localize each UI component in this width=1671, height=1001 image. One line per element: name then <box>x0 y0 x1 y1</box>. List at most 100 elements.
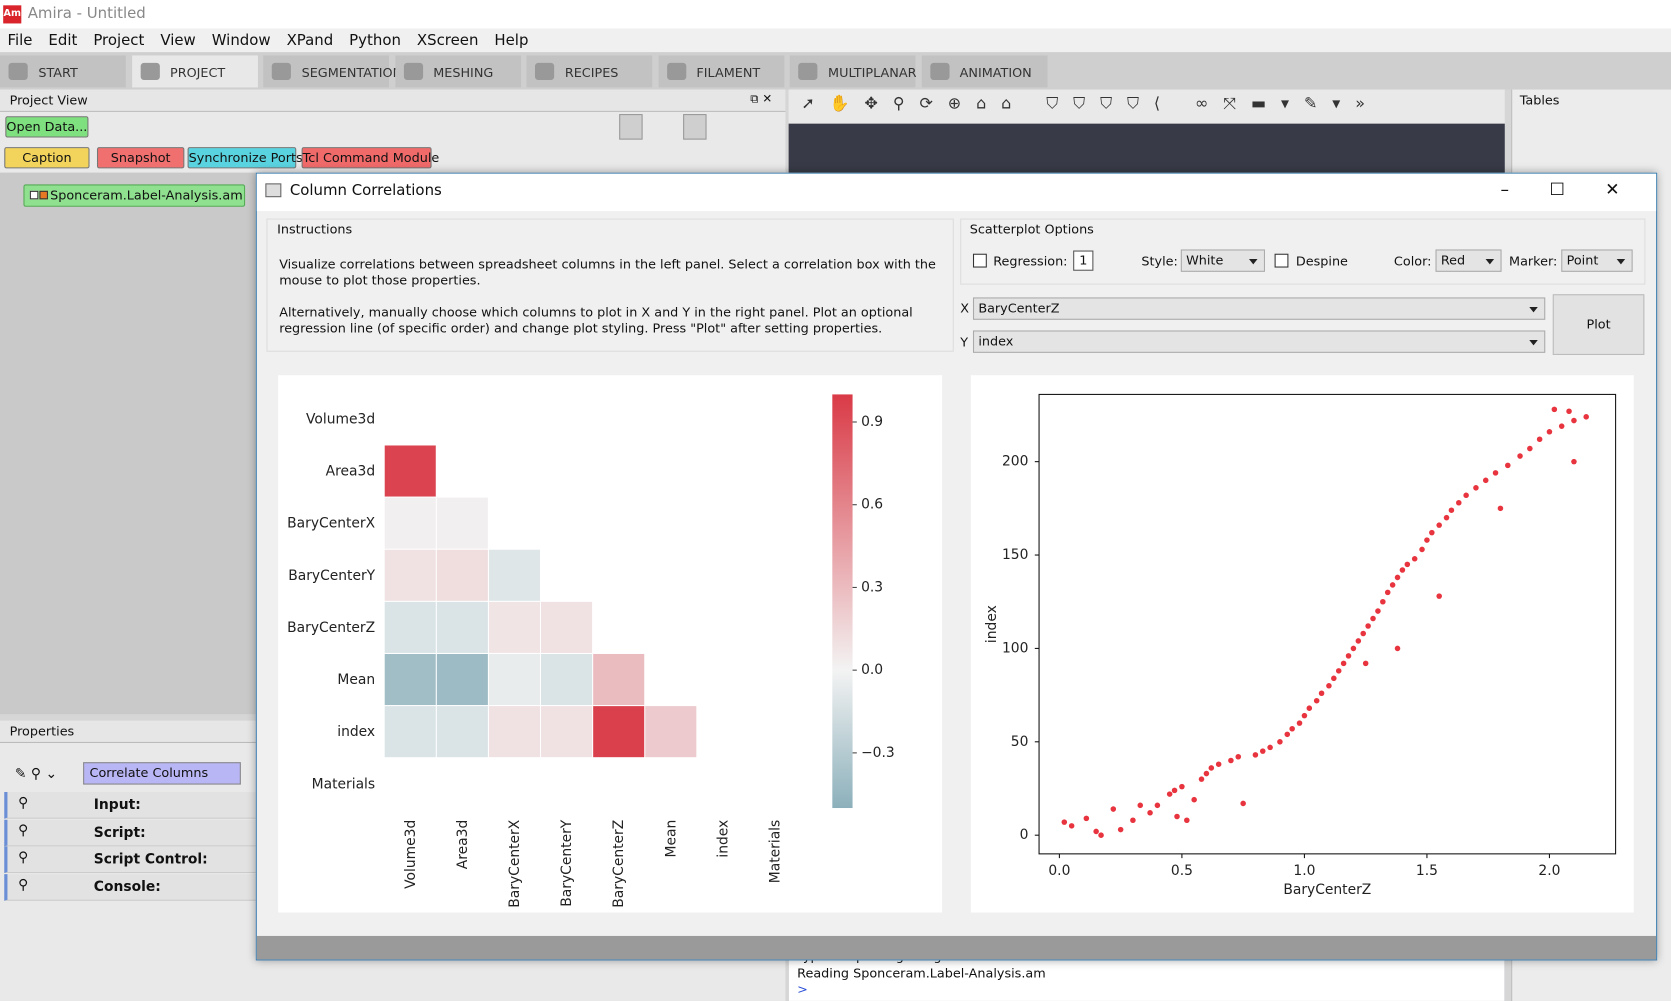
menu-item[interactable]: Help <box>494 31 529 50</box>
scatter-point <box>1137 802 1144 809</box>
tab[interactable]: ANIMATION <box>921 55 1048 88</box>
scatter-point <box>1154 802 1161 809</box>
menu-item[interactable]: File <box>7 31 33 50</box>
label: Style: <box>1141 253 1178 269</box>
tab[interactable]: MESHING <box>394 55 521 88</box>
scatter-point <box>1365 623 1371 629</box>
panel-controls[interactable]: ⧉ ✕ <box>750 91 773 106</box>
module-icons[interactable]: ✎ ⚲ ⌄ <box>14 766 58 783</box>
scatter-point <box>1331 675 1337 682</box>
scatter-point <box>1375 608 1381 614</box>
quick-button[interactable]: Tcl Command Module <box>301 147 439 169</box>
quick-button[interactable]: Synchronize Ports <box>187 147 303 169</box>
y-tick-label: Area3d <box>326 464 375 480</box>
heatmap-cell <box>488 653 540 706</box>
node-port <box>29 190 39 200</box>
colorbar-tick-label: 0.3 <box>861 579 883 595</box>
quick-buttons: Caption Snapshot Synchronize Ports Tcl Comm… <box>4 147 537 169</box>
heatmap-cell <box>436 497 488 549</box>
heatmap-cell <box>384 445 436 497</box>
colorbar-tick-label: −0.3 <box>861 745 895 761</box>
scatter-point <box>1473 485 1479 491</box>
order-input[interactable]: 1 <box>1073 250 1094 271</box>
scatter-point <box>1345 653 1352 659</box>
heatmap-cell <box>384 601 436 653</box>
menu-bar: File Edit Project View Window XPand Python XScr… <box>0 28 1671 53</box>
scatter-point <box>1360 630 1366 637</box>
tab[interactable]: FILAMENT <box>658 55 784 88</box>
scatter-point <box>1259 748 1266 754</box>
menu-item[interactable]: XPand <box>286 31 334 50</box>
menu-item[interactable]: XScreen <box>416 31 479 50</box>
scatter-point <box>1424 537 1430 543</box>
tab-label: MULTIPLANAR <box>828 65 917 80</box>
tab[interactable]: RECIPES <box>526 55 653 88</box>
y-tick-label: 150 <box>1002 547 1028 563</box>
open-data-button[interactable]: Open Data... <box>5 116 89 138</box>
y-combo[interactable]: index <box>972 330 1546 353</box>
heatmap-cell <box>488 706 540 758</box>
marker-combo[interactable]: Point <box>1561 249 1633 272</box>
scatter-point <box>1240 800 1246 807</box>
tab-icon <box>666 62 686 80</box>
console-line: Reading Sponceram.Label-Analysis.am <box>797 965 1046 981</box>
y-tick-label: BaryCenterY <box>288 568 375 584</box>
x-combo[interactable]: BaryCenterZ <box>972 297 1546 320</box>
x-tick-label: 1.0 <box>1293 863 1315 879</box>
color-combo[interactable]: Red <box>1435 249 1502 272</box>
scatter-point <box>1306 705 1313 711</box>
style-combo[interactable]: White <box>1180 249 1265 272</box>
dialog-title: Column Correlations <box>289 182 442 200</box>
scatter-point <box>1583 414 1589 420</box>
scatter-point <box>1289 725 1295 732</box>
menu-item[interactable]: Edit <box>48 31 78 50</box>
tab-icon <box>403 62 423 80</box>
x-tick-label: Materials <box>768 820 784 883</box>
scatter-point <box>1571 417 1577 424</box>
tool-button[interactable] <box>683 114 707 140</box>
x-tick-label: Volume3d <box>403 820 419 889</box>
scatter-point <box>1384 589 1391 596</box>
plot-button[interactable]: Plot <box>1552 294 1645 355</box>
instructions-text: Visualize correlations between spreadshe… <box>279 256 936 288</box>
scatter-point <box>1203 770 1210 777</box>
scatter-point <box>1301 712 1308 719</box>
data-node[interactable]: Sponceram.Label-Analysis.am <box>23 184 246 207</box>
label: Marker: <box>1509 253 1558 269</box>
panel-title: Properties <box>9 723 75 739</box>
heatmap-cell <box>541 706 593 758</box>
module-name[interactable]: Correlate Columns <box>83 762 241 785</box>
menu-item[interactable]: View <box>160 31 196 50</box>
scatter-point <box>1558 423 1565 429</box>
tab-bar: START PROJECT SEGMENTATION MESHING RECIPES FI… <box>0 52 1671 90</box>
scatter-point <box>1166 791 1173 797</box>
scatter-point <box>1399 567 1406 573</box>
tab[interactable]: PROJECT <box>131 55 258 88</box>
x-tick-label: BaryCenterY <box>559 819 575 906</box>
menu-item[interactable]: Project <box>93 31 145 50</box>
scatter-point <box>1536 436 1543 443</box>
tab[interactable]: MULTIPLANAR <box>789 55 917 88</box>
y-tick-label: Mean <box>337 672 375 688</box>
regression-checkbox[interactable] <box>972 253 987 268</box>
y-axis-label: index <box>984 605 1000 643</box>
viewer-tools[interactable]: ➚✋✥⚲⟳⊕⌂⌂ ⛉⛉⛉⛉⟨ ∞⤧▬▾✎▾» <box>801 93 1380 113</box>
quick-button[interactable]: Snapshot <box>96 147 185 169</box>
window-controls[interactable]: –☐✕ <box>1500 179 1661 200</box>
despine-checkbox[interactable] <box>1274 253 1289 268</box>
tool-button[interactable] <box>619 114 643 140</box>
group-title: Instructions <box>277 221 353 237</box>
scatter-point <box>1171 787 1178 794</box>
scatter-point <box>1340 660 1347 667</box>
app-icon: Am <box>3 5 22 24</box>
heatmap-cell <box>436 706 488 758</box>
menu-item[interactable]: Window <box>211 31 271 50</box>
menu-item[interactable]: Python <box>349 31 401 50</box>
tab[interactable]: START <box>0 55 126 88</box>
label: Despine <box>1295 253 1348 269</box>
quick-button[interactable]: Caption <box>4 147 90 169</box>
scatter-point <box>1296 720 1303 726</box>
tab[interactable]: SEGMENTATION <box>263 55 402 88</box>
view-tools[interactable] <box>619 114 781 140</box>
colorbar <box>832 394 853 809</box>
